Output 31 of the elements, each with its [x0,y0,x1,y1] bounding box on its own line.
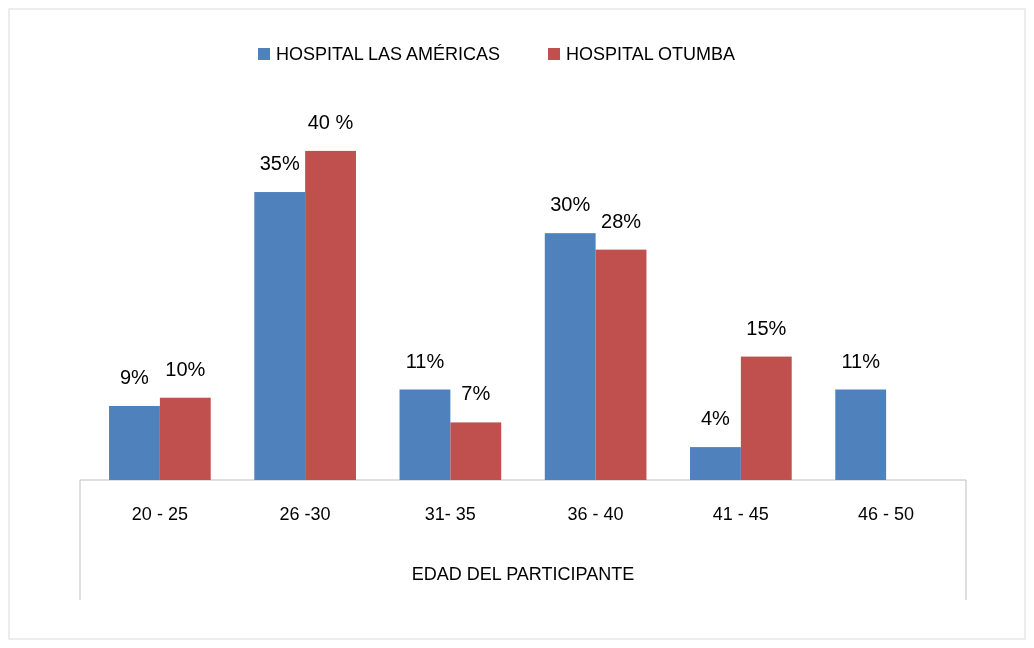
data-label: 9% [120,365,150,388]
data-label: 4% [701,407,731,430]
bar [595,249,647,480]
data-label: 30% [550,193,591,216]
bar [399,389,451,480]
bar [450,422,502,480]
data-label: 7% [461,382,491,405]
bar [740,356,792,480]
x-tick-label: 36 - 40 [567,504,624,524]
x-tick-label: 31- 35 [424,504,476,524]
data-label: 35% [259,152,300,175]
x-tick-label: 41 - 45 [712,504,769,524]
bar [835,389,887,480]
data-label: 10% [165,357,206,380]
x-axis-title: EDAD DEL PARTICIPANTE [411,564,635,584]
bar [690,447,741,480]
bar [109,405,160,480]
bar [254,192,306,480]
x-tick-label: 26 -30 [279,504,331,524]
legend-label: HOSPITAL OTUMBA [566,44,736,64]
x-tick-label: 46 - 50 [858,504,915,524]
data-label: 11% [841,349,881,372]
data-label: 40 % [307,110,354,133]
data-label: 15% [746,316,787,339]
data-label: 11% [405,349,445,372]
bar [305,150,356,480]
bar [159,397,211,480]
bar [544,233,596,480]
data-label: 28% [601,209,642,232]
x-tick-label: 20 - 25 [131,504,188,524]
legend-label: HOSPITAL LAS AMÉRICAS [276,44,501,64]
